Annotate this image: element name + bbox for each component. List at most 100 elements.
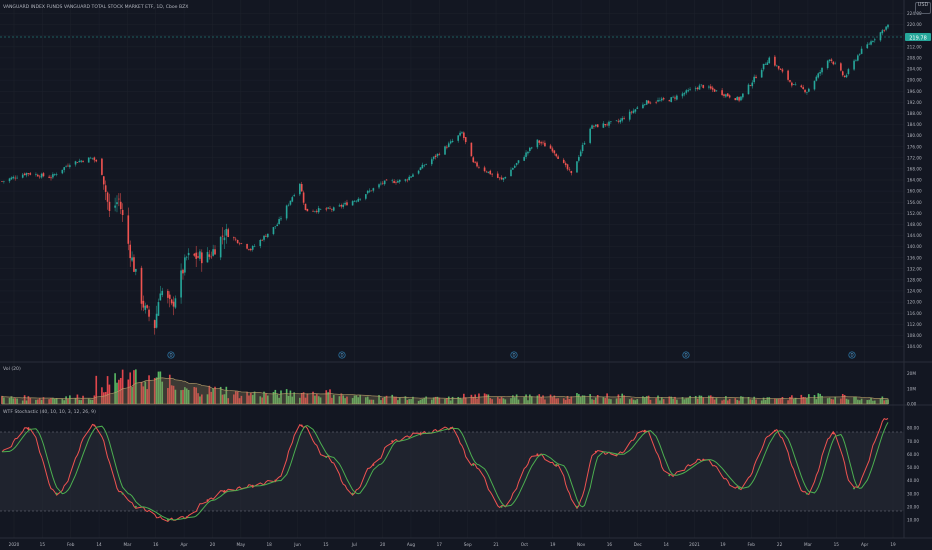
volume-bar[interactable]	[764, 399, 767, 404]
volume-bar[interactable]	[579, 396, 582, 404]
volume-bar[interactable]	[408, 399, 410, 404]
volume-bar[interactable]	[385, 395, 388, 404]
volume-bar[interactable]	[581, 395, 584, 404]
candle-body[interactable]	[48, 176, 50, 178]
candle-body[interactable]	[566, 164, 569, 170]
volume-bar[interactable]	[843, 395, 846, 404]
candle-body[interactable]	[642, 104, 644, 109]
volume-bar[interactable]	[174, 389, 177, 404]
candle-body[interactable]	[274, 226, 277, 227]
candle-body[interactable]	[21, 174, 24, 178]
candle-body[interactable]	[768, 57, 771, 64]
volume-bar[interactable]	[632, 399, 635, 404]
candle-body[interactable]	[131, 257, 133, 261]
volume-bar[interactable]	[65, 396, 67, 404]
volume-bar[interactable]	[8, 397, 11, 404]
candle-body[interactable]	[353, 200, 356, 202]
volume-bar[interactable]	[101, 387, 103, 404]
volume-bar[interactable]	[170, 385, 173, 404]
volume-bar[interactable]	[858, 400, 861, 404]
candle-body[interactable]	[223, 237, 226, 241]
candle-body[interactable]	[581, 144, 584, 151]
volume-bar[interactable]	[78, 399, 81, 404]
volume-bar[interactable]	[806, 397, 808, 404]
volume-bar[interactable]	[140, 381, 143, 404]
candle-body[interactable]	[385, 179, 388, 181]
candle-body[interactable]	[102, 176, 105, 185]
candle-body[interactable]	[412, 174, 414, 177]
volume-bar[interactable]	[432, 397, 435, 404]
volume-bar[interactable]	[789, 396, 791, 404]
candle-body[interactable]	[101, 158, 103, 175]
candle-body[interactable]	[602, 123, 605, 128]
volume-bar[interactable]	[206, 394, 209, 404]
volume-bar[interactable]	[315, 393, 318, 404]
volume-bar[interactable]	[329, 389, 331, 404]
volume-bar[interactable]	[589, 394, 591, 404]
volume-bar[interactable]	[775, 398, 778, 404]
volume-bar[interactable]	[502, 398, 505, 404]
volume-bar[interactable]	[498, 398, 501, 404]
candle-body[interactable]	[760, 70, 763, 78]
volume-bar[interactable]	[694, 395, 697, 404]
candle-body[interactable]	[847, 69, 850, 74]
candle-body[interactable]	[562, 159, 565, 163]
volume-bar[interactable]	[397, 400, 399, 404]
candle-body[interactable]	[148, 309, 150, 317]
volume-bar[interactable]	[670, 396, 673, 404]
candle-body[interactable]	[553, 150, 556, 154]
candle-body[interactable]	[866, 44, 869, 49]
candle-body[interactable]	[478, 167, 480, 168]
candle-body[interactable]	[728, 95, 731, 98]
candle-body[interactable]	[184, 257, 186, 273]
candle-body[interactable]	[434, 155, 437, 158]
candle-body[interactable]	[331, 209, 333, 210]
candle-body[interactable]	[370, 190, 373, 192]
candle-body[interactable]	[250, 249, 252, 251]
candle-body[interactable]	[487, 171, 490, 173]
candle-body[interactable]	[527, 151, 529, 154]
volume-bar[interactable]	[681, 397, 684, 404]
candle-body[interactable]	[106, 192, 109, 202]
candle-body[interactable]	[723, 94, 725, 96]
volume-axis[interactable]: 20M 10M 0.00	[907, 371, 917, 406]
volume-bar[interactable]	[102, 392, 105, 404]
candle-body[interactable]	[289, 200, 292, 205]
volume-bar[interactable]	[594, 397, 597, 404]
volume-bars[interactable]	[1, 369, 889, 404]
volume-bar[interactable]	[35, 399, 37, 404]
candle-body[interactable]	[841, 71, 844, 76]
volume-bar[interactable]	[512, 395, 514, 404]
candle-body[interactable]	[157, 302, 160, 316]
candle-body[interactable]	[549, 145, 552, 149]
candle-body[interactable]	[312, 211, 314, 212]
volume-bar[interactable]	[95, 375, 98, 404]
volume-bar[interactable]	[438, 397, 441, 404]
candle-body[interactable]	[67, 165, 69, 167]
volume-bar[interactable]	[742, 396, 744, 404]
candle-body[interactable]	[195, 252, 197, 259]
volume-bar[interactable]	[578, 394, 580, 404]
candle-body[interactable]	[459, 132, 461, 136]
candle-body[interactable]	[391, 180, 394, 182]
volume-bar[interactable]	[201, 394, 203, 404]
volume-bar[interactable]	[628, 399, 631, 404]
candle-body[interactable]	[240, 243, 243, 244]
candle-body[interactable]	[764, 64, 767, 66]
candle-body[interactable]	[887, 24, 889, 28]
candle-body[interactable]	[832, 61, 835, 65]
candle-body[interactable]	[16, 177, 18, 179]
volume-bar[interactable]	[553, 395, 556, 404]
candle-body[interactable]	[127, 215, 130, 244]
candle-body[interactable]	[860, 48, 863, 54]
volume-bar[interactable]	[768, 397, 771, 404]
volume-bar[interactable]	[48, 399, 50, 404]
candle-body[interactable]	[845, 74, 848, 78]
candle-body[interactable]	[610, 121, 612, 122]
candle-body[interactable]	[306, 208, 309, 212]
candle-body[interactable]	[104, 185, 107, 192]
volume-bar[interactable]	[419, 399, 422, 404]
candle-body[interactable]	[74, 161, 77, 165]
candle-body[interactable]	[623, 118, 625, 120]
volume-bar[interactable]	[219, 386, 222, 404]
